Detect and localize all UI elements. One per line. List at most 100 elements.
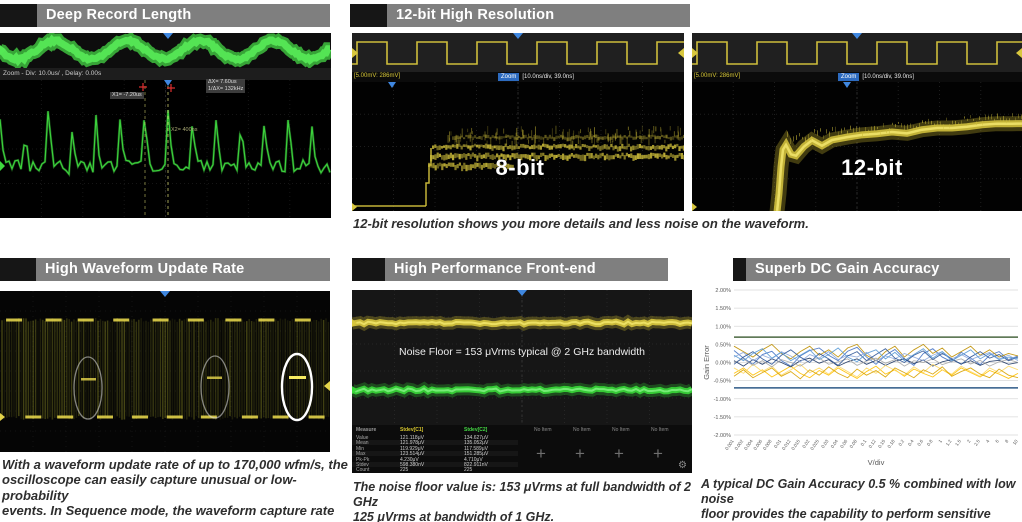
scope-8bit-screenshot: [5.00mV: 286mV] Zoom [10.0ns/div, 39.0ns… xyxy=(352,33,684,211)
x-tick-label: 0.18 xyxy=(887,438,896,449)
y-tick-label: -2.00% xyxy=(714,433,732,439)
x-tick-label: 0.08 xyxy=(849,438,858,449)
x-tick-label: 0.012 xyxy=(781,438,792,451)
hi-res-waveform xyxy=(692,33,1022,211)
gain-error-plot: 2.00% 1.50% 1.00% 0.50% 0.00% -0.50% -1.00% -1.… xyxy=(702,288,1019,467)
table-cell: Mean xyxy=(356,440,369,447)
x-tick-label: 4 xyxy=(985,438,991,443)
measurement-table: Measure Stdev[C1] Stdev[C2] No Item No Item N… xyxy=(352,425,692,473)
table-cell: 119.929μV xyxy=(400,445,424,452)
table-cell: Count xyxy=(356,467,370,473)
x-tick-label: 0.12 xyxy=(868,438,877,449)
table-cell: No Item xyxy=(534,427,552,433)
x-tick-label: 0.2 xyxy=(897,438,905,446)
table-cell: No Item xyxy=(612,427,630,433)
section-header-deep-record: Deep Record Length xyxy=(37,4,330,27)
dc-gain-accuracy-chart: 2.00% 1.50% 1.00% 0.50% 0.00% -0.50% -1.00% -1.… xyxy=(700,283,1022,475)
x-tick-label: 0.008 xyxy=(762,438,773,451)
header-accent-block xyxy=(0,258,36,281)
x-tick-label: 0.02 xyxy=(801,438,810,449)
front-end-caption: The noise floor value is: 153 μVrms at f… xyxy=(353,480,691,522)
y-tick-label: -1.50% xyxy=(714,415,732,421)
table-cell: 117.589μV xyxy=(464,445,488,452)
section-header-front-end: High Performance Front-end xyxy=(385,258,668,281)
section-header-high-res: 12-bit High Resolution xyxy=(387,4,690,27)
x-tick-label: 0.15 xyxy=(877,438,886,449)
table-cell: 4.710μV xyxy=(464,456,483,463)
x-tick-label: 0.025 xyxy=(809,438,820,451)
front-end-waveform xyxy=(352,290,692,473)
table-cell: Value xyxy=(356,435,369,441)
y-tick-label: -0.50% xyxy=(714,379,732,385)
table-row-stripe xyxy=(352,439,518,446)
table-row-stripe xyxy=(352,450,518,457)
front-end-scope-screenshot: Noise Floor = 153 μVrms typical @ 2 GHz … xyxy=(352,290,692,473)
x-tick-label: 0.006 xyxy=(753,438,764,451)
table-cell: Pk-Pk xyxy=(356,456,370,463)
gear-icon: ⚙ xyxy=(678,460,687,471)
table-cell: No Item xyxy=(573,427,591,433)
add-measurement-icon: + xyxy=(614,444,624,463)
table-cell: No Item xyxy=(651,427,669,433)
y-axis-label: Gain Error xyxy=(702,345,711,380)
x-tick-label: 0.01 xyxy=(773,438,782,449)
y-tick-label: 1.00% xyxy=(715,324,731,330)
table-cell: 134.627μV xyxy=(464,435,489,441)
section-header-gain-accuracy: Superb DC Gain Accuracy xyxy=(746,258,1010,281)
table-cell: 123.514μV xyxy=(400,451,425,458)
high-res-caption: 12-bit resolution shows you more details… xyxy=(353,216,809,231)
x-tick-label: 0.6 xyxy=(916,438,924,446)
header-accent-block xyxy=(0,4,37,27)
y-tick-label: -1.00% xyxy=(714,397,732,403)
scope-12bit-screenshot: [5.00mV: 286mV] Zoom [10.0ns/div, 39.0ns… xyxy=(692,33,1022,211)
x-tick-label: 0.004 xyxy=(743,438,754,451)
hi-res-waveform xyxy=(352,33,684,211)
header-text: Deep Record Length xyxy=(46,7,192,23)
table-cell: Stdev[C2] xyxy=(464,427,488,433)
table-cell: 225 xyxy=(400,467,409,473)
x-tick-label: 10 xyxy=(1012,438,1019,445)
x-tick-label: 0.03 xyxy=(820,438,829,449)
table-cell: 598.380nV xyxy=(400,462,425,468)
header-text: Superb DC Gain Accuracy xyxy=(755,261,940,277)
x-tick-label: 2 xyxy=(966,438,972,443)
table-cell: 121.118μV xyxy=(400,435,424,441)
x-axis-label: V/div xyxy=(868,458,885,467)
header-text: High Performance Front-end xyxy=(394,261,596,277)
x-tick-label: 0.4 xyxy=(907,438,915,446)
table-cell: 225 xyxy=(464,467,473,473)
table-cell: 4.230μV xyxy=(400,456,419,463)
section-header-update-rate: High Waveform Update Rate xyxy=(36,258,330,281)
x-tick-label: 1.2 xyxy=(945,438,953,446)
add-measurement-icon: + xyxy=(575,444,585,463)
x-tick-label: 0.06 xyxy=(839,438,848,449)
deep-record-waveform xyxy=(0,33,331,218)
x-tick-label: 0.002 xyxy=(734,438,745,451)
add-measurement-icon: + xyxy=(653,444,663,463)
x-tick-label: 0.001 xyxy=(724,438,735,451)
table-cell: 151.285μV xyxy=(464,451,489,458)
header-text: 12-bit High Resolution xyxy=(396,7,555,23)
table-cell: Stdev xyxy=(356,462,369,468)
x-tick-label: 0.04 xyxy=(830,438,839,449)
deep-record-scope-screenshot: Zoom - Div: 10.0us/ , Delay: 0.00s X1= -… xyxy=(0,33,331,218)
y-tick-label: 1.50% xyxy=(715,306,731,312)
table-cell: 822.911nV xyxy=(464,462,488,468)
header-accent-block xyxy=(350,4,387,27)
y-tick-label: 0.50% xyxy=(715,342,731,348)
table-cell: 121.978μV xyxy=(400,440,425,447)
update-rate-caption: With a waveform update rate of up to 170… xyxy=(2,457,348,522)
header-text: High Waveform Update Rate xyxy=(45,261,245,277)
x-tick-label: 8 xyxy=(1004,438,1010,443)
update-rate-waveform xyxy=(0,291,330,452)
x-tick-label: 0.8 xyxy=(926,438,934,446)
table-cell: Max xyxy=(356,451,366,458)
y-tick-label: 0.00% xyxy=(715,361,731,367)
table-row-stripe xyxy=(352,461,518,467)
table-cell: Measure xyxy=(356,427,377,433)
x-tick-label: 0.015 xyxy=(790,438,801,451)
table-cell: Min xyxy=(356,445,365,452)
x-tick-label: 0.1 xyxy=(860,438,868,446)
table-cell: 135.052μV xyxy=(464,440,489,447)
